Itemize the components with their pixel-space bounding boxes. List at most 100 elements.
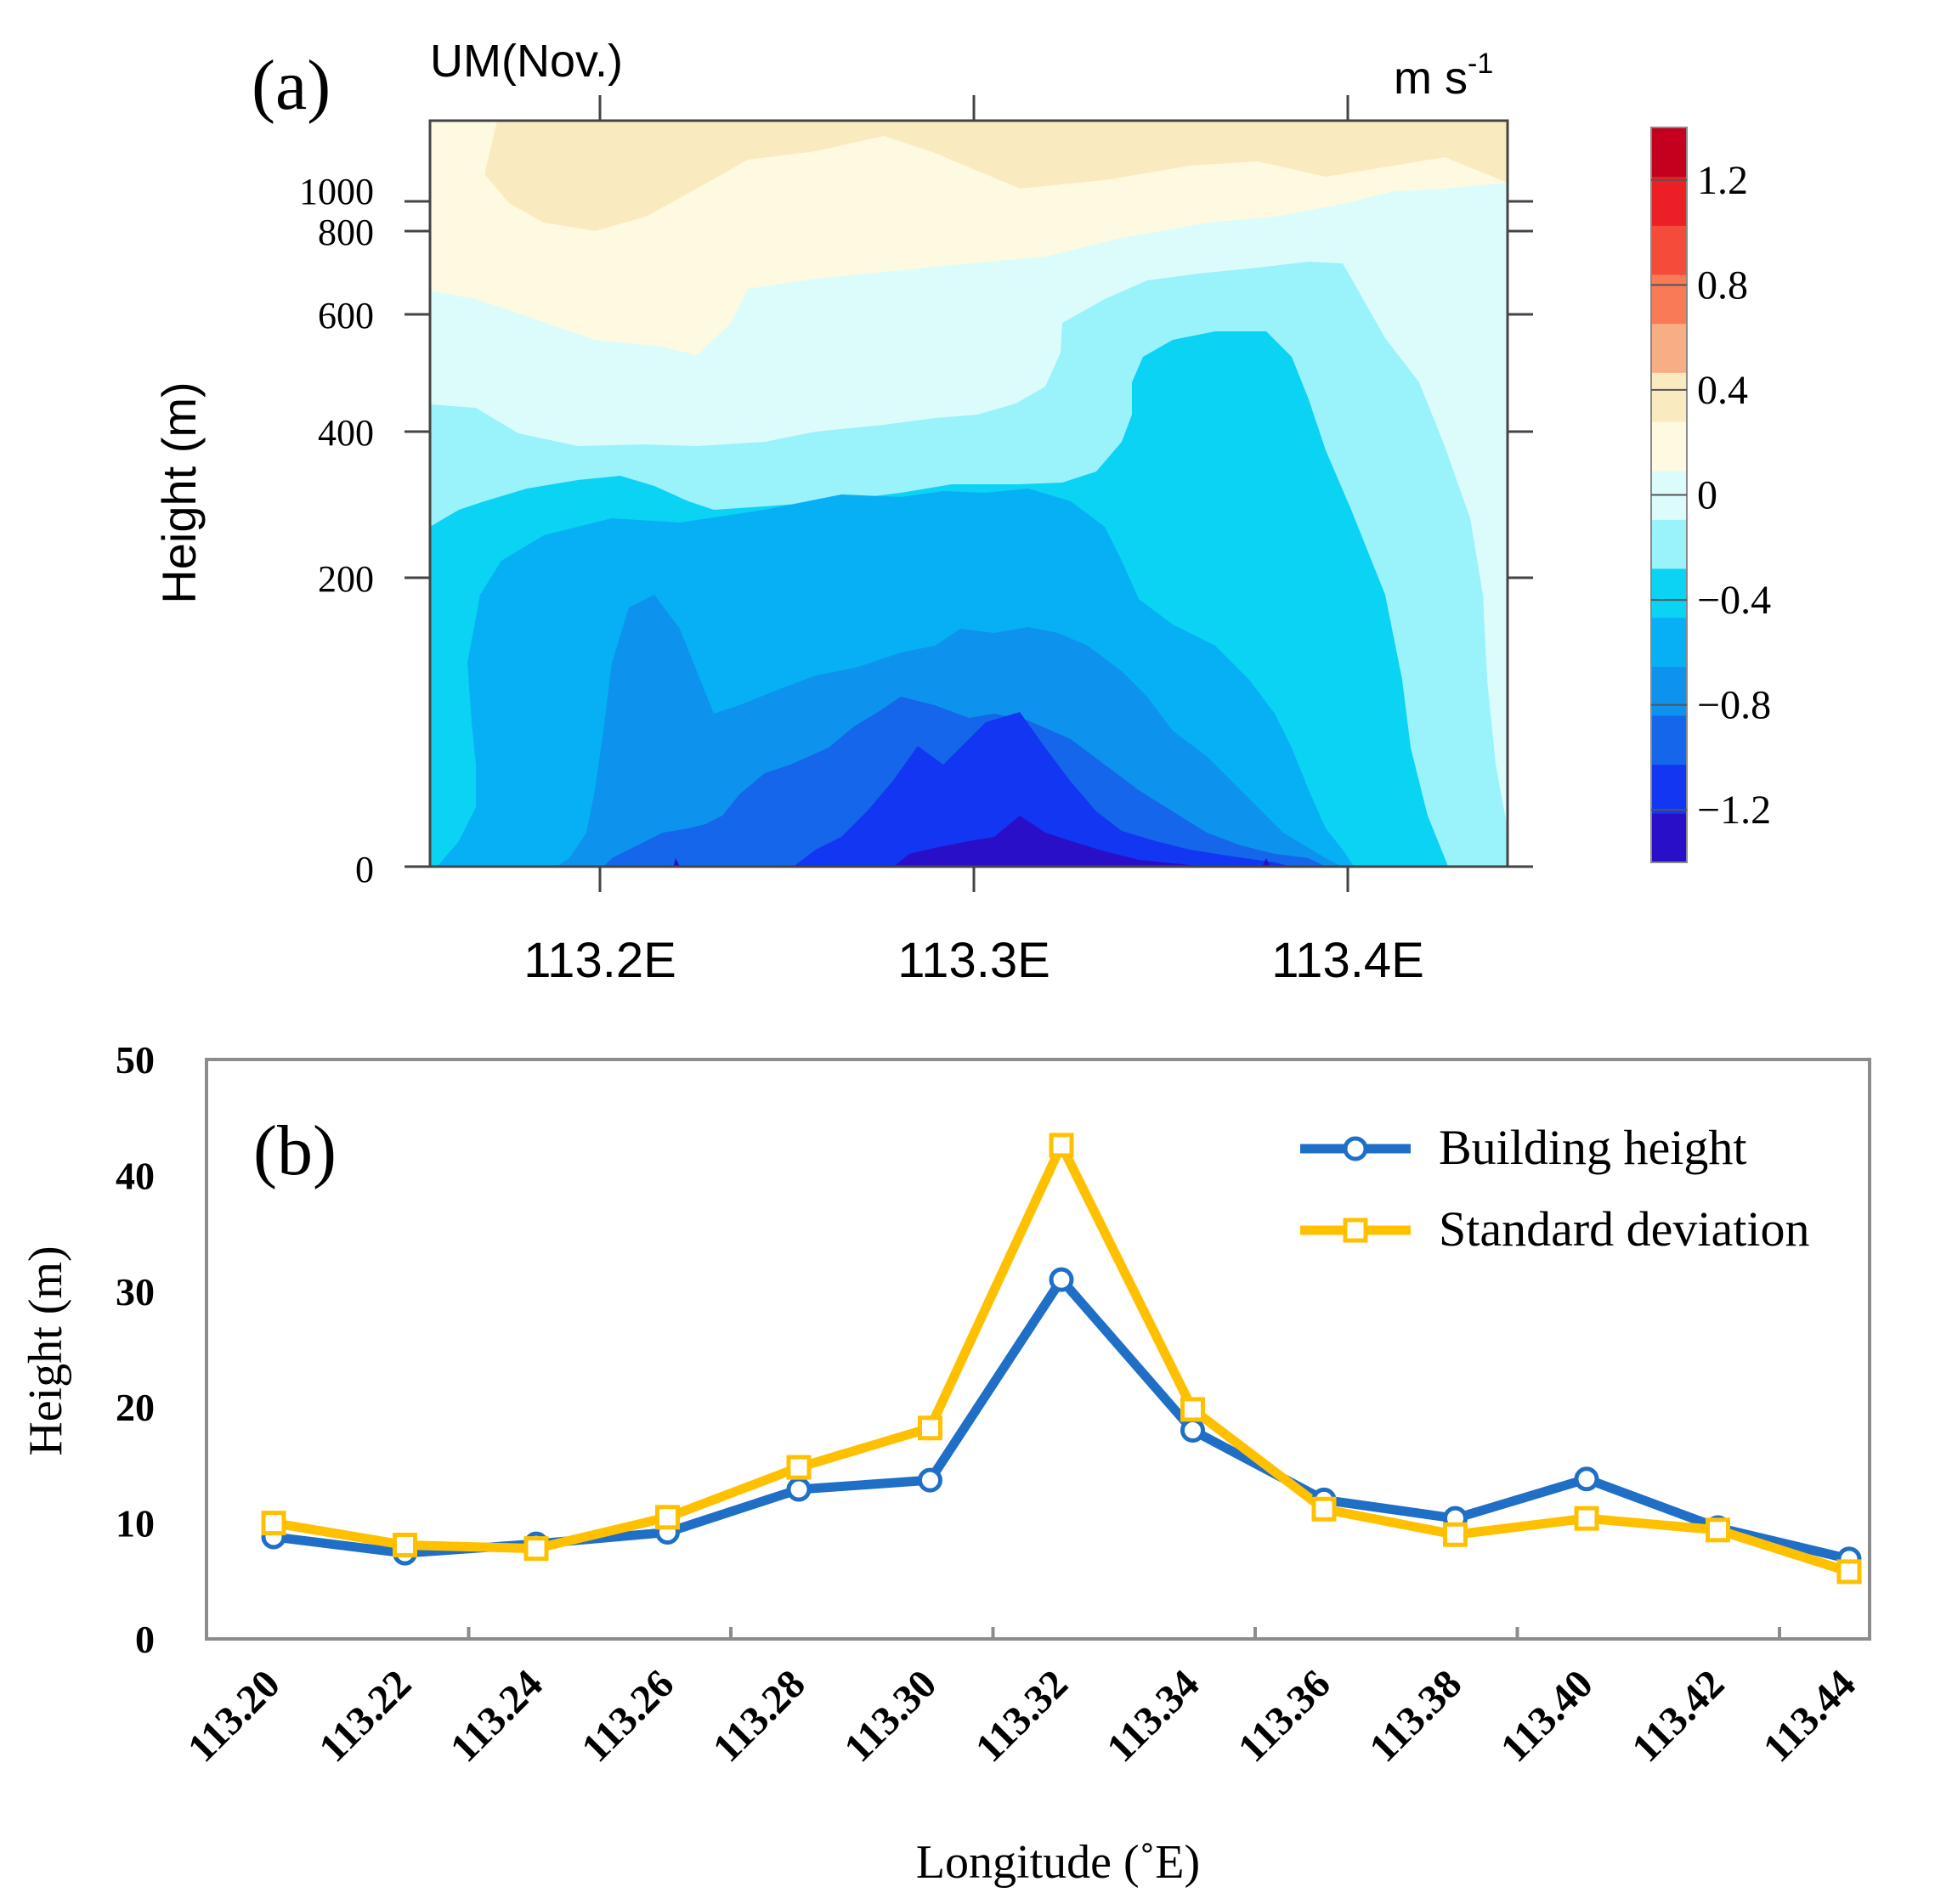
panel-b-x-ticks: 113.20 113.22 113.24 113.26 113.28 113.30 113.… [179,1627,1864,1771]
panel-a-xtick-113.2E: 113.2E [523,933,676,988]
panel-b-legend: Building height Standard deviation [1300,1120,1810,1257]
panel-b-ytick-label: 10 [116,1502,155,1545]
panel-a-ytick-400: 400 [318,412,374,454]
building-height-point [1574,1466,1599,1492]
building-height-point [1049,1267,1074,1292]
building-height-point [1180,1417,1205,1443]
standard-deviation-point [1706,1517,1730,1543]
panel-b: (b) 0 10 20 30 40 50 113.20 113.22 113.24 113.26… [20,1038,1871,1889]
panel-b-ylabel: Height (m) [20,1246,72,1455]
panel-a-xtick-113.4E: 113.4E [1271,933,1424,988]
panel-a-ytick-600: 600 [318,295,374,336]
panel-a-frame [428,119,1509,868]
panel-a-xtick-113.3E: 113.3E [897,933,1050,988]
standard-deviation-point [1574,1506,1599,1531]
panel-b-ytick-label: 30 [116,1270,155,1314]
panel-b-xtick-label: 113.20 [179,1661,289,1771]
panel-b-xtick-label: 113.24 [442,1661,552,1771]
colorbar-tick-label: 0 [1697,473,1717,518]
panel-a-ytick-800: 800 [318,212,374,253]
building-height-point [786,1477,812,1502]
panel-a-y-tick-labels: 0 200 400 600 800 1000 [299,171,374,890]
standard-deviation-point [786,1455,812,1480]
legend-building-height-label: Building height [1439,1120,1747,1175]
standard-deviation-point [1443,1522,1468,1547]
contour-band-neg1.4-to-neg1.2 [793,712,1292,867]
colorbar-swatch-0.2 [1651,421,1687,472]
colorbar-swatch-1.2 [1651,176,1687,226]
panel-b-xtick-label: 113.32 [967,1661,1077,1771]
colorbar-swatch--0.4 [1651,568,1687,619]
colorbar-swatch--0.8 [1651,666,1687,716]
colorbar-tick-label: 0.4 [1697,368,1748,413]
panel-b-ytick-label: 0 [135,1618,155,1661]
panel-b-ytick-label: 40 [116,1154,155,1197]
colorbar [1650,127,1688,863]
panel-a-ytick-0: 0 [355,849,374,890]
standard-deviation-point [1180,1397,1205,1422]
standard-deviation-point [393,1533,417,1558]
panel-b-frame [205,1058,1871,1641]
colorbar-tick-label: 0.8 [1697,263,1748,308]
colorbar-swatch-1.4 [1651,127,1687,178]
colorbar-swatch--1.4 [1651,813,1687,863]
colorbar-swatch--1.2 [1651,764,1687,814]
panel-b-xtick-label: 113.44 [1755,1661,1864,1771]
colorbar-swatch--1 [1651,715,1687,766]
panel-b-xtick-label: 113.26 [573,1661,682,1771]
building-height-point [918,1467,942,1493]
colorbar-tick-label: −1.2 [1697,788,1771,833]
panel-b-xtick-label: 113.30 [835,1661,945,1771]
panel-a: (a) UM(Nov.) m s-1 [152,36,1771,988]
panel-b-xtick-label: 113.38 [1361,1661,1470,1771]
panel-a-title-right: m s-1 [1394,48,1493,104]
standard-deviation-point [655,1505,680,1530]
panel-b-y-tick-labels: 0 10 20 30 40 50 [116,1038,155,1661]
panel-a-ticks [405,95,1533,892]
colorbar-tick-label: −0.4 [1697,578,1771,623]
contour-spot-deep-right [1262,858,1270,867]
standard-deviation-point [1836,1559,1862,1585]
panel-b-xtick-label: 113.22 [310,1661,420,1771]
standard-deviation-point [1311,1496,1337,1522]
panel-a-title-left: UM(Nov.) [430,36,623,87]
panel-b-ytick-label: 20 [116,1386,155,1429]
standard-deviation-point [523,1536,549,1562]
standard-deviation-point [918,1415,942,1441]
colorbar-swatch-0.4 [1651,372,1687,422]
colorbar-swatch--0.6 [1651,617,1687,667]
legend-standard-deviation-label: Standard deviation [1439,1201,1810,1257]
standard-deviation-point [1049,1133,1074,1158]
colorbar-tick-label: 1.2 [1697,158,1748,203]
panel-b-xtick-label: 113.28 [704,1661,814,1771]
colorbar-tick-labels: 1.2 0.8 0.4 0 −0.4 −0.8 −1.2 [1697,158,1771,833]
panel-a-unit: m s [1394,53,1468,104]
panel-b-series [261,1133,1862,1585]
panel-a-unit-exponent: -1 [1468,48,1493,80]
panel-b-xlabel: Longitude (˚E) [916,1836,1200,1889]
colorbar-swatch-0.6 [1651,323,1687,373]
panel-a-x-tick-labels: 113.2E 113.3E 113.4E [523,933,1424,988]
panel-a-ytick-1000: 1000 [299,171,374,212]
panel-a-ytick-200: 200 [318,558,374,600]
panel-b-xtick-label: 113.42 [1623,1661,1733,1771]
panel-b-xtick-label: 113.34 [1098,1661,1208,1771]
contour-band-below-neg1.4 [894,816,1207,867]
panel-a-ylabel: Height (m) [152,381,206,603]
colorbar-swatch--0.2 [1651,519,1687,569]
contour-field [430,121,1508,867]
contour-spot-deep-left [673,858,680,867]
colorbar-tick-label: −0.8 [1697,683,1771,728]
legend-standard-deviation-marker [1343,1218,1368,1243]
panel-b-label: (b) [253,1111,337,1190]
standard-deviation-point [261,1511,286,1536]
colorbar-swatch-0.8 [1651,274,1687,325]
panel-a-label: (a) [252,46,331,125]
panel-b-xtick-label: 113.40 [1492,1661,1602,1771]
legend-building-height-marker [1343,1136,1368,1161]
panel-b-ytick-label: 50 [116,1038,155,1082]
panel-b-xtick-label: 113.36 [1230,1661,1339,1771]
contour-band-0.2-to-0.4 [484,121,1508,231]
colorbar-swatch-1 [1651,225,1687,275]
